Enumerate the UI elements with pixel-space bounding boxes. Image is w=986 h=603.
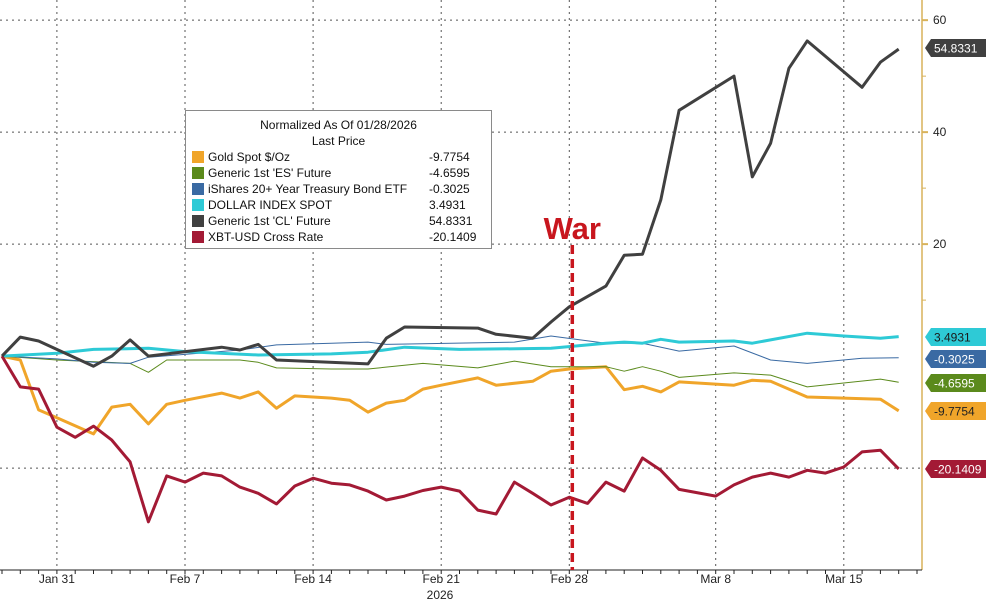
legend-swatch (192, 183, 204, 195)
tag-shape (925, 350, 986, 368)
legend-item: Gold Spot $/Oz -9.7754 (186, 149, 491, 165)
last-value-tag-5: -20.1409 (925, 460, 986, 478)
legend-label: Generic 1st 'CL' Future (208, 214, 331, 228)
legend-item: DOLLAR INDEX SPOT 3.4931 (186, 197, 491, 213)
legend-label: XBT-USD Cross Rate (208, 230, 324, 244)
legend-swatch (192, 215, 204, 227)
tag-value: -20.1409 (934, 463, 982, 477)
war-annotation: War (544, 211, 601, 570)
legend-subtitle: Last Price (311, 134, 366, 148)
series-lines (0, 39, 900, 524)
series-line-2 (1, 335, 899, 364)
tag-shape (925, 328, 986, 346)
y-tick-label: 60 (933, 13, 947, 27)
legend-value: -20.1409 (429, 230, 477, 244)
series-line-1 (1, 355, 899, 388)
legend-label: Generic 1st 'ES' Future (208, 166, 332, 180)
legend-value: -9.7754 (429, 150, 470, 164)
war-label: War (544, 211, 601, 246)
tag-shape (925, 39, 986, 57)
legend-item: Generic 1st 'ES' Future -4.6595 (186, 165, 491, 181)
y-tick-label: 20 (933, 237, 947, 251)
x-tick-label: Feb 28 (551, 572, 589, 586)
legend-item: iShares 20+ Year Treasury Bond ETF -0.302… (186, 181, 491, 197)
grid (0, 0, 922, 570)
tag-value: 54.8331 (934, 42, 978, 56)
tag-value: -4.6595 (934, 377, 975, 391)
tag-shape (925, 402, 986, 420)
series-line-3 (1, 331, 899, 358)
legend-label: Gold Spot $/Oz (208, 150, 291, 164)
last-value-tag-4: 54.8331 (925, 39, 986, 57)
legend-swatch (192, 151, 204, 163)
legend-value: 3.4931 (429, 198, 466, 212)
legend-label: DOLLAR INDEX SPOT (208, 198, 333, 212)
legend-swatch (192, 167, 204, 179)
legend: Normalized As Of 01/28/2026 Last Price G… (185, 110, 492, 249)
tag-value: 3.4931 (934, 331, 971, 345)
last-value-tags: -9.7754 -4.6595 -0.3025 3.4931 54.8331 -20.14… (925, 39, 986, 478)
x-year-label: 2026 (427, 588, 454, 602)
series-line-4 (0, 39, 900, 368)
series-line-0 (1, 354, 900, 436)
legend-value: 54.8331 (429, 214, 473, 228)
legend-swatch (192, 231, 204, 243)
axes: 20 40 60 Jan 31 Feb 7 Feb 14 Feb 21 Feb 28 Mar 8… (0, 0, 947, 602)
series-line-5 (0, 355, 900, 524)
legend-item: XBT-USD Cross Rate -20.1409 (186, 229, 491, 245)
last-value-tag-1: -4.6595 (925, 374, 986, 392)
legend-item: Generic 1st 'CL' Future 54.8331 (186, 213, 491, 229)
tag-shape (925, 374, 986, 392)
x-tick-label: Mar 8 (700, 572, 731, 586)
legend-swatch (192, 199, 204, 211)
x-tick-label: Feb 14 (294, 572, 332, 586)
x-tick-label: Feb 21 (423, 572, 461, 586)
tag-value: -9.7754 (934, 405, 975, 419)
x-tick-label: Feb 7 (170, 572, 201, 586)
last-value-tag-3: 3.4931 (925, 328, 986, 346)
last-value-tag-0: -9.7754 (925, 402, 986, 420)
tag-value: -0.3025 (934, 353, 975, 367)
legend-value: -4.6595 (429, 166, 470, 180)
x-tick-label: Mar 15 (825, 572, 863, 586)
tag-shape (925, 460, 986, 478)
legend-value: -0.3025 (429, 182, 470, 196)
y-tick-label: 40 (933, 125, 947, 139)
legend-title: Normalized As Of 01/28/2026 (260, 118, 417, 132)
legend-label: iShares 20+ Year Treasury Bond ETF (208, 182, 408, 196)
x-tick-label: Jan 31 (39, 572, 75, 586)
last-value-tag-2: -0.3025 (925, 350, 986, 368)
